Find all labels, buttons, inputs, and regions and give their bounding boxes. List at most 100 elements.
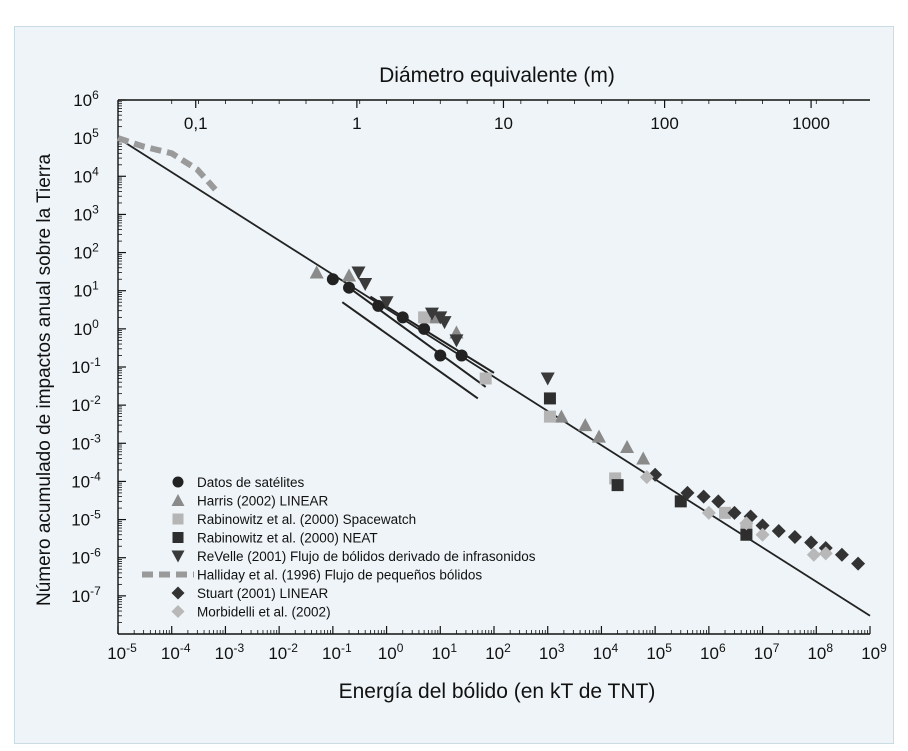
y-tick-label: 100 xyxy=(73,317,99,339)
satellite-trend-line xyxy=(369,295,495,374)
figure-frame xyxy=(14,26,894,744)
y-tick-label: 105 xyxy=(73,126,99,148)
series-3 xyxy=(543,392,753,541)
data-point xyxy=(434,349,447,362)
x-axis-label: Energía del bólido (en kT de TNT) xyxy=(339,680,656,703)
top-axis-tick-label: 1 xyxy=(352,114,361,133)
data-point xyxy=(804,535,819,550)
legend-symbol xyxy=(172,532,184,543)
y-tick-label: 106 xyxy=(73,88,99,110)
data-point xyxy=(674,495,687,508)
data-point xyxy=(326,273,339,286)
x-tick-label: 10-5 xyxy=(107,641,137,663)
legend-label: Rabinowitz et al. (2000) Spacewatch xyxy=(197,512,416,527)
data-point xyxy=(834,547,849,562)
data-point xyxy=(543,410,556,423)
data-point xyxy=(771,524,786,539)
data-point xyxy=(639,470,654,485)
legend-label: Harris (2002) LINEAR xyxy=(197,494,329,509)
data-point xyxy=(424,307,439,321)
y-tick-label: 103 xyxy=(73,202,99,224)
satellite-trend-line xyxy=(348,286,487,388)
data-point xyxy=(396,311,409,324)
y-tick-label: 104 xyxy=(73,164,99,186)
legend: Datos de satélites Harris (2002) LINEAR Ra… xyxy=(142,475,536,620)
x-tick-label: 103 xyxy=(539,641,565,663)
x-tick-label: 10-4 xyxy=(161,641,191,663)
legend-label: Rabinowitz et al. (2000) NEAT xyxy=(197,531,378,546)
satellite-trend-line xyxy=(341,301,479,400)
data-point xyxy=(358,277,373,291)
data-point xyxy=(309,265,324,279)
x-tick-label: 106 xyxy=(700,641,726,663)
data-point xyxy=(851,556,866,571)
legend-symbol xyxy=(172,513,184,525)
top-axis-tick-label: 1000 xyxy=(792,114,830,133)
data-point xyxy=(437,316,452,330)
y-tick-label: 10-7 xyxy=(71,584,101,606)
data-point xyxy=(719,506,732,519)
data-point xyxy=(739,516,754,531)
data-point xyxy=(342,268,357,282)
data-point xyxy=(611,479,624,492)
y-tick-label: 101 xyxy=(73,279,99,301)
x-tick-label: 107 xyxy=(754,641,780,663)
legend-symbol xyxy=(171,550,185,563)
data-point xyxy=(379,296,394,310)
x-tick-label: 109 xyxy=(861,641,887,663)
y-tick-label: 10-6 xyxy=(71,546,101,568)
data-point xyxy=(372,299,385,312)
data-point xyxy=(727,505,742,520)
y-tick-label: 10-4 xyxy=(71,469,101,491)
x-tick-label: 10-1 xyxy=(322,641,352,663)
data-point xyxy=(755,518,770,533)
data-point xyxy=(343,281,356,294)
data-point xyxy=(696,489,711,504)
data-point xyxy=(787,529,802,544)
x-tick-label: 101 xyxy=(431,641,457,663)
data-point xyxy=(818,546,833,561)
data-point xyxy=(455,349,468,362)
series-7 xyxy=(639,470,833,562)
top-axis-tick-label: 10 xyxy=(494,114,513,133)
x-tick-label: 104 xyxy=(593,641,619,663)
data-point xyxy=(479,372,492,385)
y-tick-label: 10-3 xyxy=(71,431,101,453)
data-point xyxy=(636,451,651,465)
data-point xyxy=(543,392,556,405)
y-tick-label: 10-5 xyxy=(71,508,101,530)
data-point xyxy=(351,266,366,280)
y-axis-label: Número acumulado de impactos anual sobre… xyxy=(34,154,55,606)
data-point xyxy=(711,494,726,509)
legend-label: Stuart (2001) LINEAR xyxy=(197,586,329,601)
x-tick-label: 108 xyxy=(807,641,833,663)
data-point xyxy=(554,409,569,423)
axes: 10-5 10-4 10-3 10-2 10-1 100 101 102 103 104 105 10… xyxy=(71,88,887,663)
x-tick-label: 10-3 xyxy=(215,641,245,663)
top-axis-title: Diámetro equivalente (m) xyxy=(379,64,615,87)
legend-symbol xyxy=(172,476,184,488)
x-tick-label: 100 xyxy=(378,641,404,663)
data-point xyxy=(540,372,555,386)
data-point xyxy=(701,505,716,520)
x-tick-label: 102 xyxy=(485,641,511,663)
data-point xyxy=(680,485,695,500)
data-point xyxy=(449,334,464,348)
x-tick-label: 105 xyxy=(646,641,672,663)
series-0 xyxy=(326,273,468,362)
data-point xyxy=(591,429,606,443)
legend-label: Morbidelli et al. (2002) xyxy=(197,605,331,620)
data-point xyxy=(740,528,753,541)
series-6 xyxy=(648,467,866,571)
data-point xyxy=(806,547,821,562)
data-series xyxy=(117,135,866,571)
legend-symbol xyxy=(171,605,185,618)
y-tick-label: 10-1 xyxy=(71,355,101,377)
data-point xyxy=(755,527,770,542)
x-tick-label: 10-2 xyxy=(268,641,298,663)
legend-symbol xyxy=(171,586,185,600)
y-tick-label: 10-2 xyxy=(71,393,101,415)
legend-label: ReVelle (2001) Flujo de bólidos derivado… xyxy=(197,549,536,564)
series-dashed-line xyxy=(117,135,220,194)
